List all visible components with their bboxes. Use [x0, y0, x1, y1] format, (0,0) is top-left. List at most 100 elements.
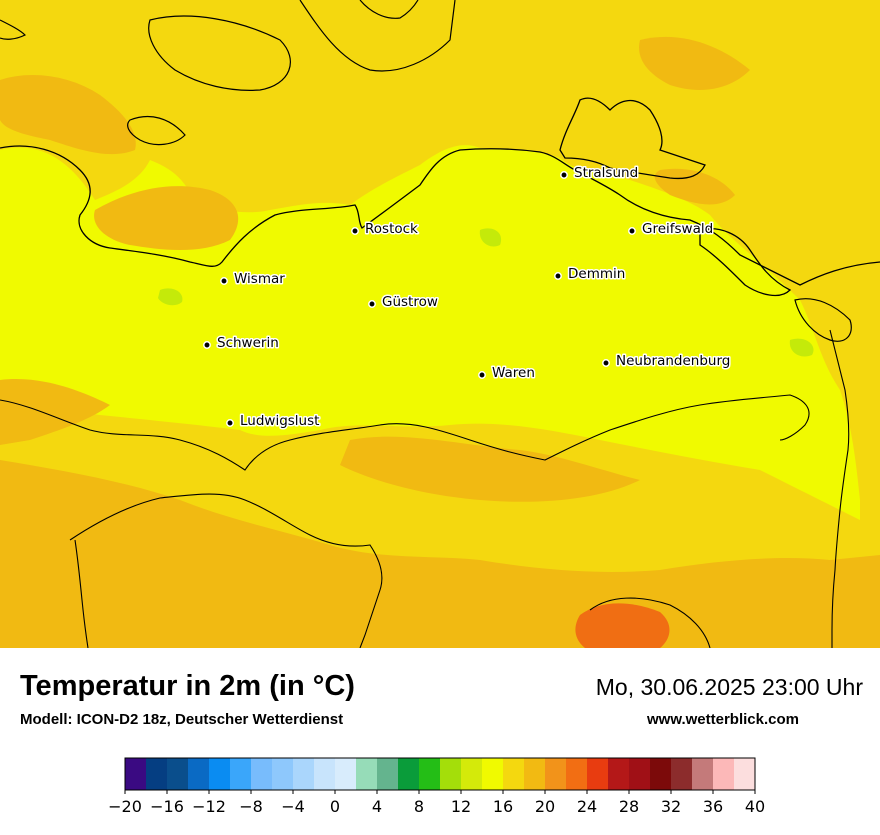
city-markers: Stralsund Rostock Greifswald Wismar Demmin Gü… — [203, 164, 732, 431]
land-warm-east — [654, 168, 735, 205]
city-label-waren: Waren — [492, 365, 535, 381]
colorbar-swatch — [209, 758, 231, 790]
colorbar-swatch — [608, 758, 630, 790]
colorbar-swatch — [524, 758, 546, 790]
colorbar-tick-label: 36 — [703, 797, 723, 816]
land-warm-south — [0, 460, 880, 648]
city-label-schwerin: Schwerin — [217, 335, 279, 351]
colorbar-swatch — [734, 758, 756, 790]
land-warm-west — [0, 75, 136, 155]
city-label-wismar: Wismar — [234, 271, 285, 287]
land-warm-top-right — [639, 36, 750, 90]
colorbar-tick-label: −4 — [281, 797, 305, 816]
temperature-colorbar: −20 −16 −12 −8 −4 0 4 8 12 16 20 24 28 32 36 40 — [0, 750, 880, 830]
city-dot-wismar — [220, 277, 228, 285]
colorbar-swatch — [629, 758, 651, 790]
state-border-lower-left — [74, 539, 89, 648]
colorbar-tick-label: 32 — [661, 797, 681, 816]
state-border-mv-south — [0, 394, 810, 471]
colorbar-swatch — [293, 758, 315, 790]
state-border-brandenburg — [69, 493, 383, 648]
colorbar-tick-label: 8 — [414, 797, 424, 816]
national-border-poland — [829, 329, 850, 648]
city-dot-stralsund — [560, 171, 568, 179]
city-label-stralsund: Stralsund — [574, 165, 638, 181]
coastline — [0, 145, 880, 286]
colorbar-swatch — [230, 758, 252, 790]
city-dot-demmin — [554, 272, 562, 280]
temperature-map: Stralsund Rostock Greifswald Wismar Demmin Gü… — [0, 0, 880, 648]
colorbar-swatch — [314, 758, 336, 790]
city-label-demmin: Demmin — [568, 266, 625, 282]
colorbar-swatch — [125, 758, 147, 790]
city-dot-waren — [478, 371, 486, 379]
colorbar-swatch — [566, 758, 588, 790]
berlin-border — [589, 597, 711, 648]
colorbar-tick-label: 16 — [493, 797, 513, 816]
colorbar-swatch — [545, 758, 567, 790]
colorbar-swatch — [650, 758, 672, 790]
colorbar-swatch — [587, 758, 609, 790]
colorbar-tick-label: −8 — [239, 797, 263, 816]
szczecin-lagoon — [794, 298, 852, 342]
colorbar-frame — [124, 757, 756, 791]
colorbar-swatch — [713, 758, 735, 790]
city-dot-rostock — [351, 227, 359, 235]
city-dot-neubrandenburg — [602, 359, 610, 367]
colorbar-swatch — [251, 758, 273, 790]
colorbar-swatch — [692, 758, 714, 790]
hot-spot — [575, 603, 670, 648]
usedom-coast — [699, 228, 792, 297]
colorbar-tick-label: −20 — [108, 797, 142, 816]
website-link[interactable]: www.wetterblick.com — [647, 711, 799, 728]
colorbar-swatch — [167, 758, 189, 790]
cool-spot-east — [789, 338, 814, 357]
colorbar-swatch — [272, 758, 294, 790]
island-poel — [127, 115, 186, 146]
map-canvas: Stralsund Rostock Greifswald Wismar Demmin Gü… — [0, 0, 880, 648]
city-dot-guestrow — [368, 300, 376, 308]
colorbar-swatch — [419, 758, 441, 790]
city-label-greifswald: Greifswald — [642, 221, 713, 237]
colorbar-canvas: −20 −16 −12 −8 −4 0 4 8 12 16 20 24 28 32 36 40 — [108, 757, 765, 816]
colorbar-tick-label: 20 — [535, 797, 555, 816]
city-label-neubrandenburg: Neubrandenburg — [616, 353, 730, 369]
denmark-northwest — [0, 19, 27, 40]
city-label-rostock: Rostock — [365, 221, 418, 237]
colorbar-swatch — [482, 758, 504, 790]
city-dot-ludwigslust — [226, 419, 234, 427]
colorbar-tick-label: 24 — [577, 797, 597, 816]
colorbar-swatch — [335, 758, 357, 790]
colorbar-tick-label: −12 — [192, 797, 226, 816]
city-label-ludwigslust: Ludwigslust — [240, 413, 319, 429]
colorbar-swatch — [671, 758, 693, 790]
falster-coast — [359, 0, 419, 19]
valid-time: Mo, 30.06.2025 23:00 Uhr — [595, 674, 863, 700]
colorbar-swatch — [377, 758, 399, 790]
city-dot-schwerin — [203, 341, 211, 349]
city-label-guestrow: Güstrow — [382, 294, 438, 310]
colorbar-swatch — [398, 758, 420, 790]
colorbar-tick-label: 0 — [330, 797, 340, 816]
cool-spot-west — [158, 288, 183, 306]
land-warm-lower-left — [0, 379, 110, 445]
model-source: Modell: ICON-D2 18z, Deutscher Wetterdie… — [20, 711, 344, 728]
rugen-coast — [559, 97, 706, 180]
colorbar-tick-label: 12 — [451, 797, 471, 816]
colorbar-tick-label: 28 — [619, 797, 639, 816]
map-title: Temperatur in 2m (in °C) — [20, 670, 355, 702]
cool-spot-center — [479, 228, 502, 247]
city-dot-greifswald — [628, 227, 636, 235]
map-footer: Temperatur in 2m (in °C) Modell: ICON-D2… — [0, 648, 880, 830]
colorbar-tick-label: 40 — [745, 797, 765, 816]
colorbar-swatch — [461, 758, 483, 790]
colorbar-tick-label: 4 — [372, 797, 382, 816]
colorbar-swatch — [146, 758, 168, 790]
colorbar-tick-label: −16 — [150, 797, 184, 816]
colorbar-swatch — [188, 758, 210, 790]
colorbar-swatch — [440, 758, 462, 790]
fehmarn — [148, 15, 291, 91]
colorbar-swatch — [356, 758, 378, 790]
land-warm-south-center — [340, 436, 640, 502]
land-warm-northwest — [94, 186, 239, 250]
